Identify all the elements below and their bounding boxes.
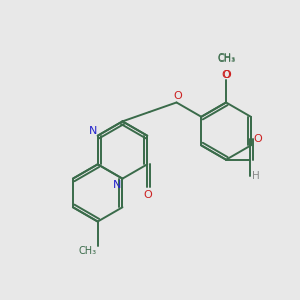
Text: CH₃: CH₃ <box>79 246 97 256</box>
Text: O: O <box>222 70 230 80</box>
Text: O: O <box>222 70 231 80</box>
Text: N: N <box>113 180 122 190</box>
Text: H: H <box>252 171 260 181</box>
Text: O: O <box>253 134 262 144</box>
Text: CH₃: CH₃ <box>217 54 235 64</box>
Text: O: O <box>143 190 152 200</box>
Text: CH₃: CH₃ <box>217 53 235 63</box>
Text: O: O <box>173 91 182 101</box>
Text: N: N <box>88 126 97 136</box>
